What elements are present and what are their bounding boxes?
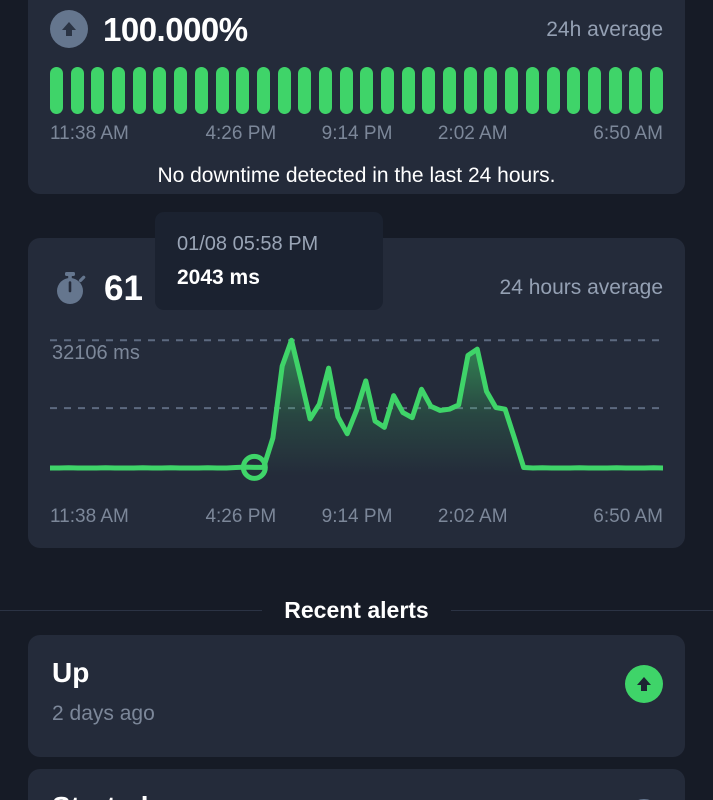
uptime-percentage: 100.000% bbox=[103, 10, 248, 48]
uptime-bar-strip[interactable] bbox=[50, 67, 663, 114]
uptime-bar[interactable] bbox=[463, 67, 477, 114]
arrow-up-icon bbox=[625, 665, 663, 703]
uptime-bar[interactable] bbox=[567, 67, 581, 114]
uptime-bar[interactable] bbox=[381, 67, 394, 114]
tooltip-timestamp: 01/08 05:58 PM bbox=[177, 233, 319, 255]
chart-gridline-label: 32106 ms bbox=[52, 342, 140, 364]
uptime-header: 100.000% 24h average bbox=[50, 6, 663, 52]
uptime-bar[interactable] bbox=[629, 67, 643, 114]
response-average-value: 61 bbox=[104, 268, 143, 308]
uptime-axis-tick: 6:50 AM bbox=[593, 123, 663, 144]
alert-title: Up bbox=[52, 657, 90, 688]
response-axis-tick: 4:26 PM bbox=[205, 506, 277, 527]
uptime-axis-tick: 4:26 PM bbox=[205, 123, 277, 144]
uptime-bar[interactable] bbox=[256, 67, 270, 114]
chart-hover-marker bbox=[240, 453, 268, 481]
alert-title: Started bbox=[52, 791, 148, 800]
uptime-bar[interactable] bbox=[153, 67, 167, 114]
uptime-bar[interactable] bbox=[194, 67, 208, 114]
uptime-axis-tick: 2:02 AM bbox=[437, 123, 508, 144]
response-axis: 11:38 AM 4:26 PM 9:14 PM 2:02 AM 6:50 AM bbox=[50, 506, 663, 530]
tooltip-value: 2043 ms bbox=[177, 266, 260, 289]
uptime-bar[interactable] bbox=[546, 67, 560, 114]
recent-alerts-header: Recent alerts bbox=[0, 593, 713, 627]
chart-area-fill bbox=[50, 340, 663, 476]
no-downtime-message: No downtime detected in the last 24 hour… bbox=[157, 164, 556, 187]
uptime-card: 100.000% 24h average 11:38 AM 4:26 PM 9:… bbox=[28, 0, 685, 194]
uptime-bar[interactable] bbox=[236, 67, 250, 114]
uptime-bar[interactable] bbox=[339, 67, 353, 114]
chart-tooltip: 01/08 05:58 PM 2043 ms bbox=[155, 212, 383, 310]
uptime-bar[interactable] bbox=[401, 67, 415, 114]
uptime-bar[interactable] bbox=[215, 67, 229, 114]
uptime-bar[interactable] bbox=[70, 67, 84, 114]
uptime-bar[interactable] bbox=[360, 67, 374, 114]
response-period-label: 24 hours average bbox=[499, 276, 663, 299]
uptime-bar[interactable] bbox=[50, 67, 63, 114]
divider-left bbox=[0, 609, 263, 611]
uptime-bar[interactable] bbox=[443, 67, 457, 114]
uptime-bar[interactable] bbox=[277, 67, 291, 114]
uptime-bar[interactable] bbox=[525, 67, 539, 114]
alert-list-item[interactable]: Started bbox=[28, 769, 685, 800]
chart-line bbox=[50, 337, 663, 471]
uptime-bar[interactable] bbox=[587, 67, 601, 114]
uptime-axis-tick: 9:14 PM bbox=[321, 123, 393, 144]
uptime-bar[interactable] bbox=[132, 67, 146, 114]
arrow-up-icon bbox=[50, 10, 88, 48]
response-axis-tick: 2:02 AM bbox=[437, 506, 508, 527]
uptime-period-label: 24h average bbox=[546, 17, 663, 41]
uptime-bar[interactable] bbox=[174, 67, 188, 114]
uptime-bar[interactable] bbox=[112, 67, 126, 114]
uptime-bar[interactable] bbox=[298, 67, 312, 114]
uptime-bar[interactable] bbox=[318, 67, 332, 114]
response-axis-tick: 9:14 PM bbox=[321, 506, 393, 527]
response-axis-tick: 11:38 AM bbox=[50, 506, 129, 527]
uptime-bar[interactable] bbox=[608, 67, 622, 114]
divider-right bbox=[450, 609, 713, 611]
stopwatch-icon bbox=[50, 268, 90, 308]
uptime-bar[interactable] bbox=[91, 67, 105, 114]
alert-timestamp: 2 days ago bbox=[52, 702, 155, 725]
uptime-axis-tick: 11:38 AM bbox=[50, 123, 129, 144]
alert-list-item[interactable]: Up 2 days ago bbox=[28, 635, 685, 757]
uptime-bar[interactable] bbox=[649, 67, 663, 114]
recent-alerts-title: Recent alerts bbox=[284, 596, 429, 623]
uptime-bar[interactable] bbox=[505, 67, 519, 114]
response-axis-tick: 6:50 AM bbox=[593, 506, 663, 527]
response-chart[interactable] bbox=[50, 320, 663, 490]
uptime-bar[interactable] bbox=[422, 67, 436, 114]
response-header: 61 24 hours average bbox=[50, 265, 663, 311]
uptime-bar[interactable] bbox=[484, 67, 498, 114]
uptime-axis: 11:38 AM 4:26 PM 9:14 PM 2:02 AM 6:50 AM bbox=[50, 123, 663, 147]
